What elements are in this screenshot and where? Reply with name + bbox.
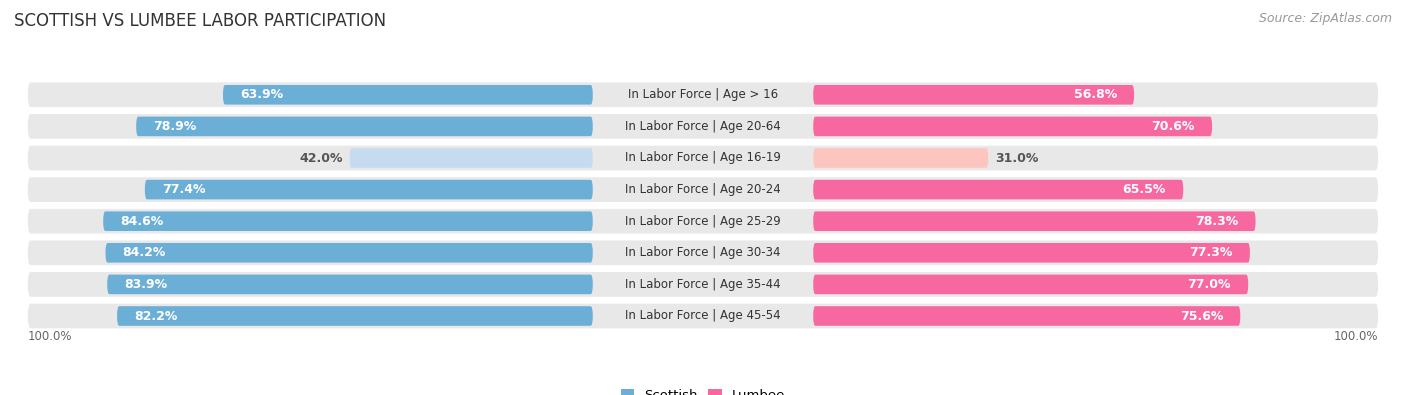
Text: Source: ZipAtlas.com: Source: ZipAtlas.com (1258, 12, 1392, 25)
Text: In Labor Force | Age 30-34: In Labor Force | Age 30-34 (626, 246, 780, 259)
Text: 100.0%: 100.0% (28, 330, 72, 343)
FancyBboxPatch shape (813, 275, 1249, 294)
Text: In Labor Force | Age 25-29: In Labor Force | Age 25-29 (626, 215, 780, 228)
FancyBboxPatch shape (117, 306, 593, 326)
Text: 83.9%: 83.9% (125, 278, 167, 291)
FancyBboxPatch shape (813, 117, 1212, 136)
Text: In Labor Force | Age 20-24: In Labor Force | Age 20-24 (626, 183, 780, 196)
Text: 31.0%: 31.0% (995, 152, 1039, 164)
FancyBboxPatch shape (28, 83, 1378, 107)
FancyBboxPatch shape (28, 114, 1378, 139)
FancyBboxPatch shape (813, 85, 1135, 105)
FancyBboxPatch shape (28, 146, 1378, 170)
Text: In Labor Force | Age 45-54: In Labor Force | Age 45-54 (626, 310, 780, 322)
FancyBboxPatch shape (28, 304, 1378, 328)
FancyBboxPatch shape (813, 148, 988, 168)
FancyBboxPatch shape (28, 241, 1378, 265)
Text: 100.0%: 100.0% (1334, 330, 1378, 343)
FancyBboxPatch shape (813, 243, 1250, 263)
FancyBboxPatch shape (350, 148, 593, 168)
Text: 70.6%: 70.6% (1152, 120, 1195, 133)
FancyBboxPatch shape (105, 243, 593, 263)
FancyBboxPatch shape (224, 85, 593, 105)
FancyBboxPatch shape (103, 211, 593, 231)
Text: 42.0%: 42.0% (299, 152, 343, 164)
FancyBboxPatch shape (813, 211, 1256, 231)
Text: 63.9%: 63.9% (240, 88, 284, 101)
Text: In Labor Force | Age 20-64: In Labor Force | Age 20-64 (626, 120, 780, 133)
Text: 77.3%: 77.3% (1189, 246, 1233, 259)
Text: 77.0%: 77.0% (1188, 278, 1232, 291)
Text: In Labor Force | Age 35-44: In Labor Force | Age 35-44 (626, 278, 780, 291)
FancyBboxPatch shape (28, 272, 1378, 297)
Text: SCOTTISH VS LUMBEE LABOR PARTICIPATION: SCOTTISH VS LUMBEE LABOR PARTICIPATION (14, 12, 387, 30)
FancyBboxPatch shape (136, 117, 593, 136)
Text: 78.3%: 78.3% (1195, 215, 1239, 228)
FancyBboxPatch shape (813, 306, 1240, 326)
FancyBboxPatch shape (813, 180, 1184, 199)
Text: In Labor Force | Age 16-19: In Labor Force | Age 16-19 (626, 152, 780, 164)
Text: 77.4%: 77.4% (162, 183, 205, 196)
Text: 65.5%: 65.5% (1122, 183, 1166, 196)
Legend: Scottish, Lumbee: Scottish, Lumbee (616, 384, 790, 395)
Text: In Labor Force | Age > 16: In Labor Force | Age > 16 (628, 88, 778, 101)
FancyBboxPatch shape (145, 180, 593, 199)
Text: 56.8%: 56.8% (1074, 88, 1116, 101)
FancyBboxPatch shape (28, 209, 1378, 233)
Text: 84.6%: 84.6% (121, 215, 163, 228)
FancyBboxPatch shape (28, 177, 1378, 202)
FancyBboxPatch shape (107, 275, 593, 294)
Text: 75.6%: 75.6% (1180, 310, 1223, 322)
Text: 82.2%: 82.2% (135, 310, 177, 322)
Text: 78.9%: 78.9% (153, 120, 197, 133)
Text: 84.2%: 84.2% (122, 246, 166, 259)
